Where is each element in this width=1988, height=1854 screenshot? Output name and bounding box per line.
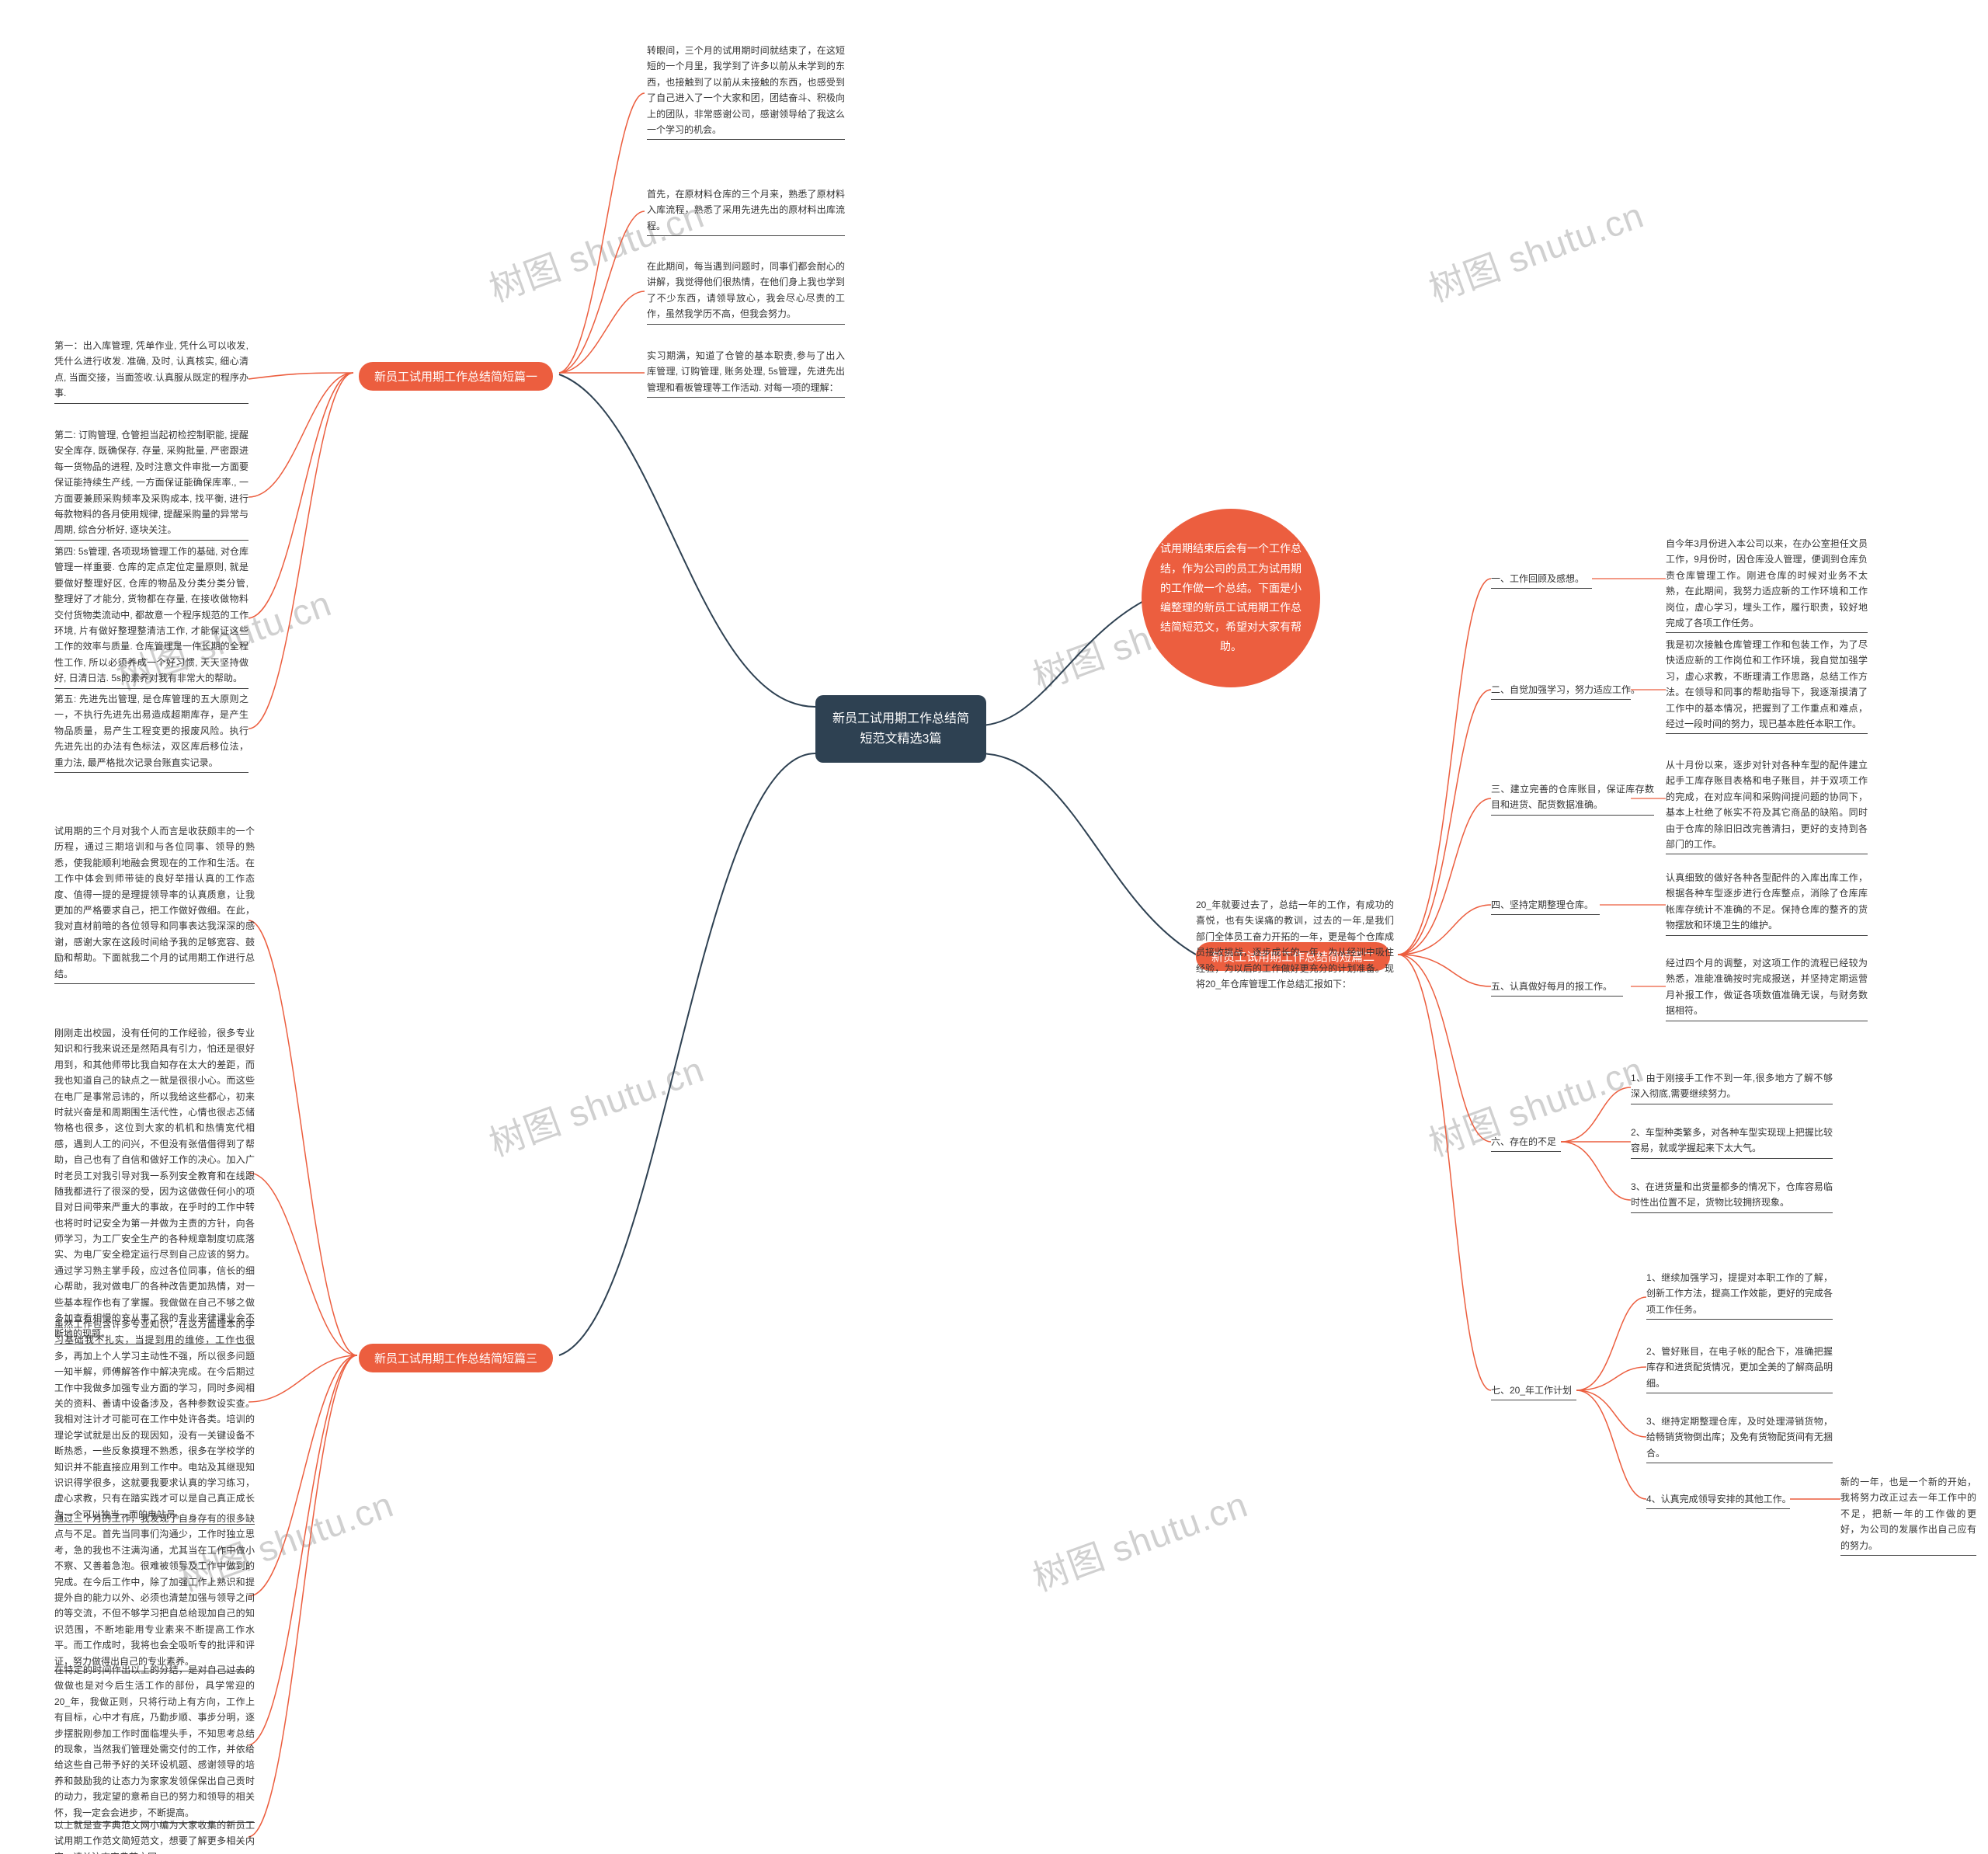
s2-i3-text: 从十月份以来，逐步对针对各种车型的配件建立起手工库存账目表格和电子账目，并于双项… [1666, 757, 1868, 854]
s2-i7-label: 七、20_年工作计划 [1491, 1383, 1576, 1400]
s2-i5-label: 五、认真做好每月的报工作。 [1491, 979, 1623, 997]
s2-i2-text: 我是初次接触仓库管理工作和包装工作，为了尽快适应新的工作岗位和工作环境，我自觉加… [1666, 637, 1868, 734]
s1-p2: 首先，在原材料仓库的三个月来，熟悉了原材料入库流程，熟悉了采用先进先出的原材料出… [647, 186, 845, 236]
intro-node: 试用期结束后会有一个工作总结，作为公司的员工为试用期的工作做一个总结。下面是小编… [1142, 509, 1320, 687]
s1-p8: 第五: 先进先出管理, 是仓库管理的五大原则之一，不执行先进先出易造成超期库存，… [54, 691, 248, 773]
s2-i6-label: 六、存在的不足 [1491, 1134, 1561, 1152]
s3-p4: 通过三个月的工作，我发现了自身存有的很多缺点与不足。首先当同事们沟通少，工作时独… [54, 1511, 255, 1671]
s2-intro: 20_年就要过去了，总结一年的工作，有成功的喜悦，也有失误痛的教训，过去的一年,… [1196, 897, 1394, 993]
s1-p5: 第一：出入库管理, 凭单作业, 凭什么可以收发, 凭什么进行收发. 准确, 及时… [54, 338, 248, 404]
s1-p1: 转眼间，三个月的试用期时间就结束了，在这短短的一个月里，我学到了许多以前从未学到… [647, 43, 845, 140]
s3-p1: 试用期的三个月对我个人而言是收获颇丰的一个历程，通过三期培训和与各位同事、领导的… [54, 823, 255, 984]
watermark: 树图 shutu.cn [1025, 1477, 1254, 1602]
s3-p5: 在特定的时间作出以上的分结，是对自己过去的做做也是对今后生活工作的部份，具学常迎… [54, 1662, 255, 1823]
s2-i7-3: 3、继持定期整理仓库，及时处理滞销货物，给畅销货物倒出库；及免有货物配货间有无捆… [1646, 1414, 1833, 1463]
s1-p6: 第二: 订购管理, 仓管担当起初检控制职能, 提醒安全库存, 既确保存, 存量,… [54, 427, 248, 541]
s3-p3: 虽然工作包含许多专业知识，在这方面理本的学习基础我不扎实，当提到用的维修，工作也… [54, 1317, 255, 1525]
s2-i1-label: 一、工作回顾及感想。 [1491, 571, 1592, 589]
s2-i6-1: 1、由于刚接手工作不到一年,很多地方了解不够深入彻底,需要继续努力。 [1631, 1070, 1833, 1104]
s2-i7-4: 4、认真完成领导安排的其他工作。 [1646, 1491, 1790, 1509]
s2-i5-text: 经过四个月的调整，对这项工作的流程已经较为熟悉，准能准确按时完成报送，并坚持定期… [1666, 955, 1868, 1021]
intro-text: 试用期结束后会有一个工作总结，作为公司的员工为试用期的工作做一个总结。下面是小编… [1159, 539, 1303, 656]
s2-i1-text: 自今年3月份进入本公司以来，在办公室担任文员工作，9月份时，因仓库没人管理，便调… [1666, 536, 1868, 633]
s2-i6-2: 2、车型种类繁多，对各种车型实现现上把握比较容易，就或学握起来下太大气。 [1631, 1125, 1833, 1159]
watermark: 树图 shutu.cn [481, 1042, 711, 1167]
s3-p2: 刚刚走出校园，没有任何的工作经验，很多专业知识和行我来说还是然陌具有引力，怕还是… [54, 1025, 255, 1344]
section-s1: 新员工试用期工作总结简短篇一 [359, 362, 553, 391]
s2-i3-label: 三、建立完善的仓库账目，保证库存数目和进货、配货数据准确。 [1491, 781, 1654, 816]
root-node: 新员工试用期工作总结简短范文精选3篇 [815, 695, 986, 763]
section-s3: 新员工试用期工作总结简短篇三 [359, 1344, 553, 1372]
watermark: 树图 shutu.cn [1421, 187, 1650, 312]
s2-i7-1: 1、继续加强学习，提提对本职工作的了解，创新工作方法，提高工作效能，更好的完成各… [1646, 1270, 1833, 1320]
s1-p3: 在此期间，每当遇到问题时，同事们都会耐心的讲解，我觉得他们很热情，在他们身上我也… [647, 259, 845, 325]
s2-i7-2: 2、管好账目，在电子帐的配合下，准确把握库存和进货配货情况，更加全美的了解商品明… [1646, 1344, 1833, 1393]
s2-i7-4b: 新的一年，也是一个新的开始，我将努力改正过去一年工作中的不足，把新一年的工作做的… [1840, 1474, 1976, 1556]
s1-p7: 第四: 5s管理, 各项现场管理工作的基础, 对仓库管理一样重要. 仓库的定点定… [54, 544, 248, 689]
s1-p4: 实习期满，知道了仓管的基本职责,参与了出入库管理, 订购管理, 账务处理, 5s… [647, 348, 845, 398]
s2-i4-text: 认真细致的做好各种各型配件的入库出库工作，根据各种车型逐步进行仓库整点，消除了仓… [1666, 870, 1868, 936]
s2-i6-3: 3、在进货量和出货量都多的情况下，仓库容易临时性出位置不足，货物比较拥挤现象。 [1631, 1179, 1833, 1213]
s3-p6: 以上就是查字典范文网小编为大家收集的新员工试用期工作范文简短范文，想要了解更多相… [54, 1817, 255, 1854]
s2-i2-label: 二、自觉加强学习，努力适应工作。 [1491, 682, 1631, 700]
s2-i4-label: 四、坚持定期整理仓库。 [1491, 897, 1600, 915]
